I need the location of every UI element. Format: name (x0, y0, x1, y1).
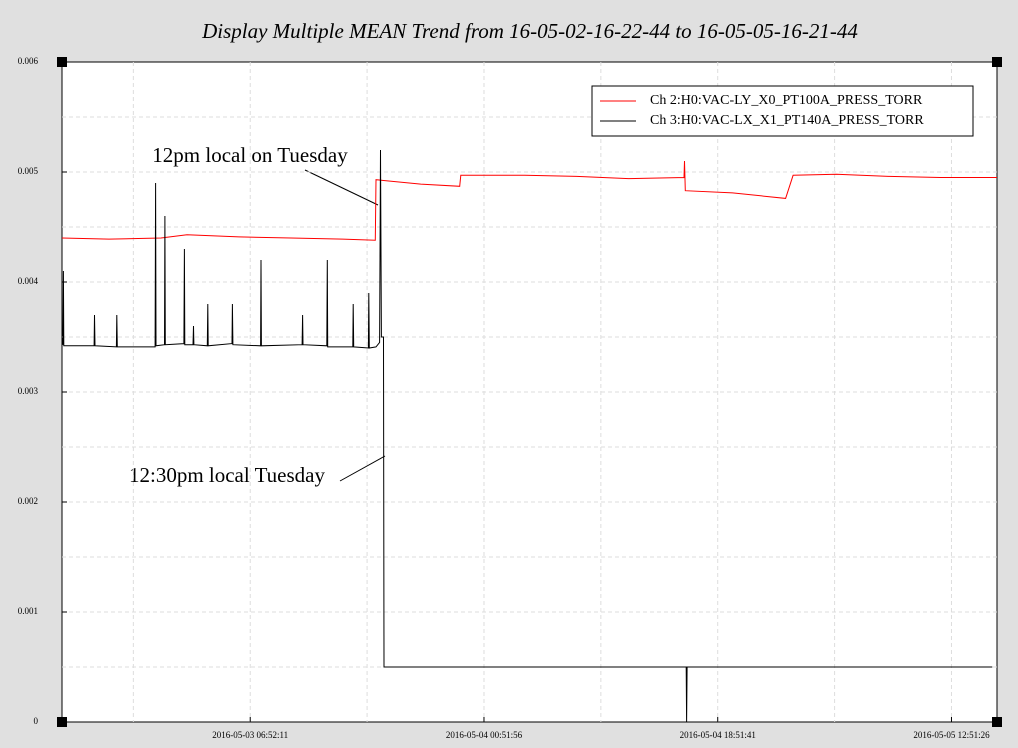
legend-label: Ch 3:H0:VAC-LX_X1_PT140A_PRESS_TORR (650, 113, 924, 128)
x-tick-label: 2016-05-05 12:51:26 (913, 730, 990, 740)
corner (992, 57, 1002, 67)
x-tick-label: 2016-05-03 06:52:11 (212, 730, 288, 740)
legend (591, 85, 974, 137)
y-tick-label: 0.006 (18, 56, 39, 66)
y-tick-label: 0 (34, 716, 39, 726)
y-tick-label: 0.003 (18, 386, 39, 396)
y-tick-label: 0.001 (18, 606, 38, 616)
annotation-line (304, 169, 379, 206)
x-tick-label: 2016-05-04 00:51:56 (446, 730, 523, 740)
corner (992, 717, 1002, 727)
series-line (61, 160, 997, 241)
chart-title: Display Multiple MEAN Trend from 16-05-0… (201, 19, 858, 43)
annotation-line (339, 455, 386, 482)
series-line (61, 149, 993, 723)
annotation: 12:30pm local Tuesday (129, 463, 326, 487)
legend-label: Ch 2:H0:VAC-LY_X0_PT100A_PRESS_TORR (650, 93, 923, 108)
y-tick-label: 0.005 (18, 166, 39, 176)
y-tick-label: 0.002 (18, 496, 38, 506)
y-tick-label: 0.004 (18, 276, 39, 286)
x-tick-label: 2016-05-04 18:51:41 (680, 730, 756, 740)
